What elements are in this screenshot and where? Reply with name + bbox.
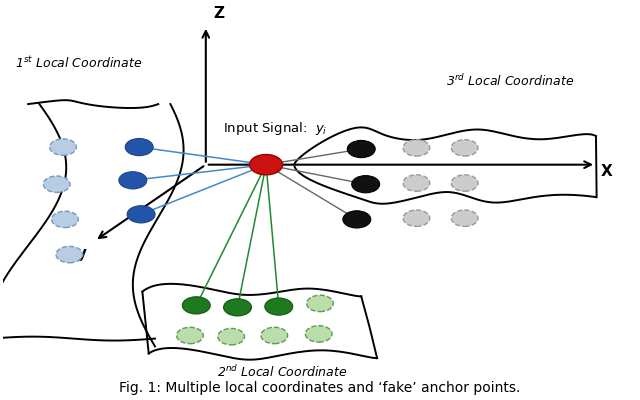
Ellipse shape	[343, 211, 371, 228]
Ellipse shape	[119, 172, 147, 189]
Ellipse shape	[177, 327, 204, 344]
Ellipse shape	[403, 175, 429, 191]
Text: Fig. 1: Multiple local coordinates and ‘fake’ anchor points.: Fig. 1: Multiple local coordinates and ‘…	[119, 381, 521, 395]
Ellipse shape	[125, 138, 153, 156]
Text: Z: Z	[213, 6, 225, 21]
Text: y: y	[77, 246, 86, 261]
Ellipse shape	[352, 176, 380, 193]
Ellipse shape	[403, 140, 429, 156]
Ellipse shape	[307, 295, 333, 312]
Ellipse shape	[127, 206, 155, 223]
Ellipse shape	[265, 298, 292, 315]
Ellipse shape	[261, 327, 287, 344]
Ellipse shape	[52, 211, 78, 228]
Ellipse shape	[56, 246, 83, 263]
Ellipse shape	[50, 139, 76, 155]
Text: Input Signal:  $\mathit{y}_i$: Input Signal: $\mathit{y}_i$	[223, 120, 328, 136]
Ellipse shape	[305, 326, 332, 342]
Ellipse shape	[250, 154, 283, 175]
Text: 1$^{st}$ Local Coordinate: 1$^{st}$ Local Coordinate	[15, 55, 143, 71]
Ellipse shape	[223, 299, 252, 316]
Text: 2$^{nd}$ Local Coordinate: 2$^{nd}$ Local Coordinate	[217, 364, 347, 380]
Ellipse shape	[451, 140, 478, 156]
Ellipse shape	[218, 328, 244, 345]
Ellipse shape	[451, 210, 478, 226]
Ellipse shape	[403, 210, 429, 226]
Ellipse shape	[182, 297, 211, 314]
Ellipse shape	[348, 140, 375, 158]
Ellipse shape	[451, 175, 478, 191]
Text: 3$^{rd}$ Local Coordinate: 3$^{rd}$ Local Coordinate	[446, 73, 575, 88]
Ellipse shape	[44, 176, 70, 192]
Text: X: X	[601, 164, 613, 179]
